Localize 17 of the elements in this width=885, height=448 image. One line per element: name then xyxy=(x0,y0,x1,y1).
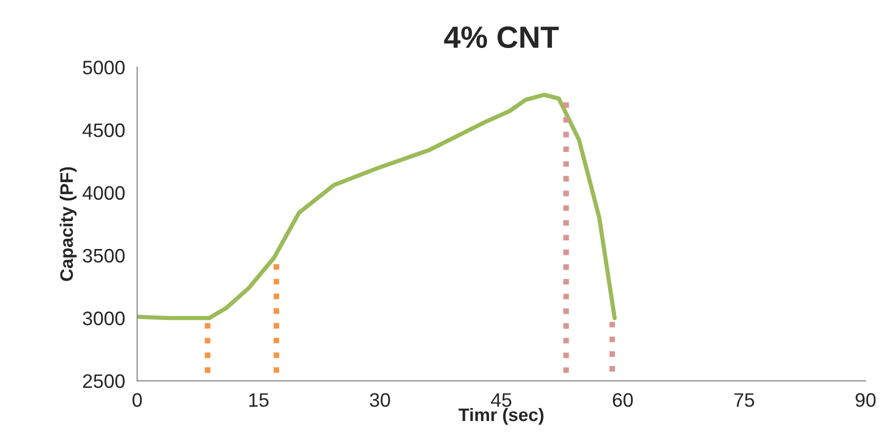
y-tick-label: 3000 xyxy=(82,312,125,326)
line-series xyxy=(137,92,617,320)
x-tick-label: 30 xyxy=(370,393,390,407)
x-tick-label: 90 xyxy=(856,393,876,407)
y-tick-label: 2500 xyxy=(83,374,125,388)
x-axis-title: Timr (sec) xyxy=(458,408,544,425)
y-tick-label: 5000 xyxy=(82,60,125,74)
y-axis-title: Capacity (PF) xyxy=(60,167,77,281)
x-tick-label: 0 xyxy=(132,393,142,407)
y-tick-label: 4500 xyxy=(82,123,125,138)
x-tick-label: 15 xyxy=(249,393,269,407)
y-tick-label: 3500 xyxy=(82,248,125,263)
x-tick-label: 45 xyxy=(490,393,512,407)
x-tick-label: 75 xyxy=(734,393,754,407)
x-tick-label: 60 xyxy=(612,393,633,407)
chart-title: 4% CNT xyxy=(444,26,559,48)
y-tick-label: 4000 xyxy=(82,186,125,200)
